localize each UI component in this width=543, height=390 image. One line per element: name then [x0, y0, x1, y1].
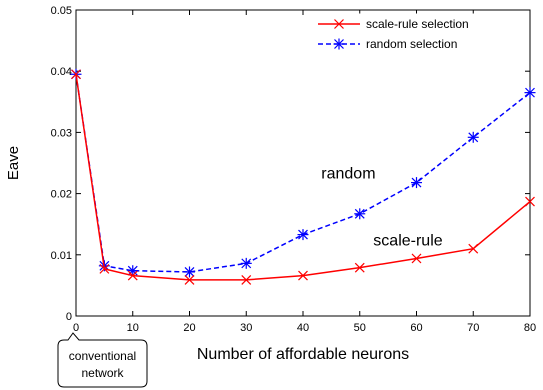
legend-marker-icon	[334, 19, 344, 29]
y-tick-label: 0.05	[51, 5, 72, 17]
callout-bubble	[57, 332, 148, 388]
x-tick-label: 20	[183, 322, 195, 334]
data-point-random	[524, 87, 536, 99]
legend-label-scale-rule: scale-rule selection	[366, 17, 469, 31]
data-point-scale-rule	[298, 270, 308, 281]
legend-label-random: random selection	[366, 37, 457, 51]
data-point-random	[297, 229, 309, 241]
x-tick-label: 80	[524, 322, 536, 334]
data-point-scale-rule	[525, 196, 535, 207]
x-tick-label: 10	[127, 322, 139, 334]
annotation-random: random	[321, 165, 375, 182]
data-point-scale-rule	[241, 274, 252, 285]
y-tick-label: 0	[66, 311, 72, 323]
data-point-scale-rule	[71, 69, 81, 80]
plot-area	[75, 9, 531, 317]
x-tick-label: 40	[297, 322, 309, 334]
x-tick-label: 60	[410, 322, 422, 334]
y-tick-label: 0.04	[51, 66, 72, 78]
data-point-random	[240, 257, 252, 269]
data-point-scale-rule	[411, 253, 422, 264]
x-tick-label: 0	[73, 322, 79, 334]
y-axis-label: Eave	[5, 146, 22, 180]
data-point-scale-rule	[99, 263, 110, 274]
callout-line-2: network	[81, 366, 124, 380]
x-tick-label: 50	[354, 322, 366, 334]
legend-marker-random	[333, 38, 345, 50]
axis-ticks: 0 10 20 30 40 50 60 70 80 0 0.01 0.02 0.03 0.04 0.05	[51, 5, 537, 334]
data-point-random	[467, 131, 479, 143]
annotation-scale-rule: scale-rule	[373, 233, 442, 250]
data-point-random	[127, 265, 139, 277]
data-point-random	[411, 177, 422, 189]
data-point-scale-rule	[184, 274, 195, 285]
legend: scale-rule selection random selection	[308, 13, 526, 59]
x-tick-label: 70	[467, 322, 479, 334]
legend-marker-scale-rule	[334, 19, 344, 29]
conventional-network-callout: conventional network	[57, 332, 148, 388]
data-point-scale-rule	[127, 270, 138, 281]
series-line-random	[75, 74, 531, 273]
x-tick-label: 30	[240, 322, 252, 334]
legend-box	[308, 13, 526, 59]
x-axis-label: Number of affordable neurons	[197, 346, 409, 363]
data-point-random	[184, 266, 195, 278]
series-line-scale-rule	[75, 74, 531, 281]
y-tick-label: 0.03	[51, 127, 72, 139]
y-tick-label: 0.01	[51, 250, 72, 262]
data-point-scale-rule	[468, 243, 479, 254]
data-point-scale-rule	[354, 262, 365, 273]
series-layer	[70, 68, 536, 285]
callout-line-1: conventional	[69, 349, 136, 363]
data-point-random	[354, 208, 366, 220]
legend-marker-icon	[333, 38, 345, 50]
y-tick-label: 0.02	[51, 189, 72, 201]
